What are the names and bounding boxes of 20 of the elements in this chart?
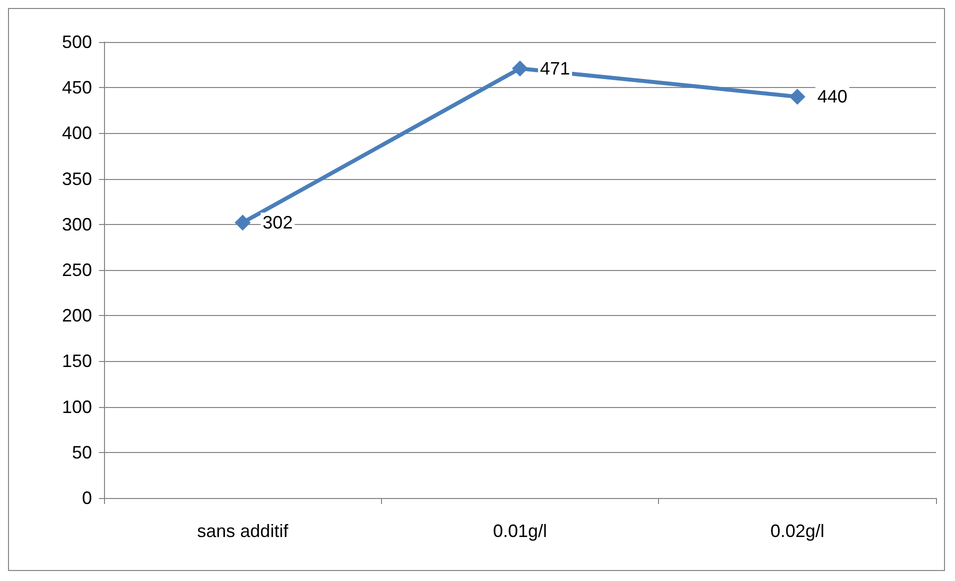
point xyxy=(789,88,806,105)
y-tick-label: 400 xyxy=(62,123,92,144)
y-tick-label: 300 xyxy=(62,214,92,234)
x-tick-label: sans additif xyxy=(197,521,290,541)
y-tick-label: 50 xyxy=(72,442,92,462)
data-label: 440 xyxy=(817,86,848,107)
y-tick-label: 350 xyxy=(62,168,92,189)
x-tick-label: 0.01g/l xyxy=(492,521,548,541)
data-label: 302 xyxy=(262,212,293,233)
point xyxy=(234,214,251,231)
y-tick-label: 450 xyxy=(62,78,92,98)
y-tick-label: 250 xyxy=(62,260,92,280)
y-tick-label: 100 xyxy=(62,396,92,417)
data-label: 471 xyxy=(540,58,570,78)
point xyxy=(512,60,528,76)
y-tick-label: 200 xyxy=(62,306,92,326)
y-tick-label: 150 xyxy=(62,351,92,372)
y-tick-label: 500 xyxy=(62,32,92,52)
x-tick-label: 0.02g/l xyxy=(770,521,824,541)
y-tick-label: 0 xyxy=(82,488,92,508)
